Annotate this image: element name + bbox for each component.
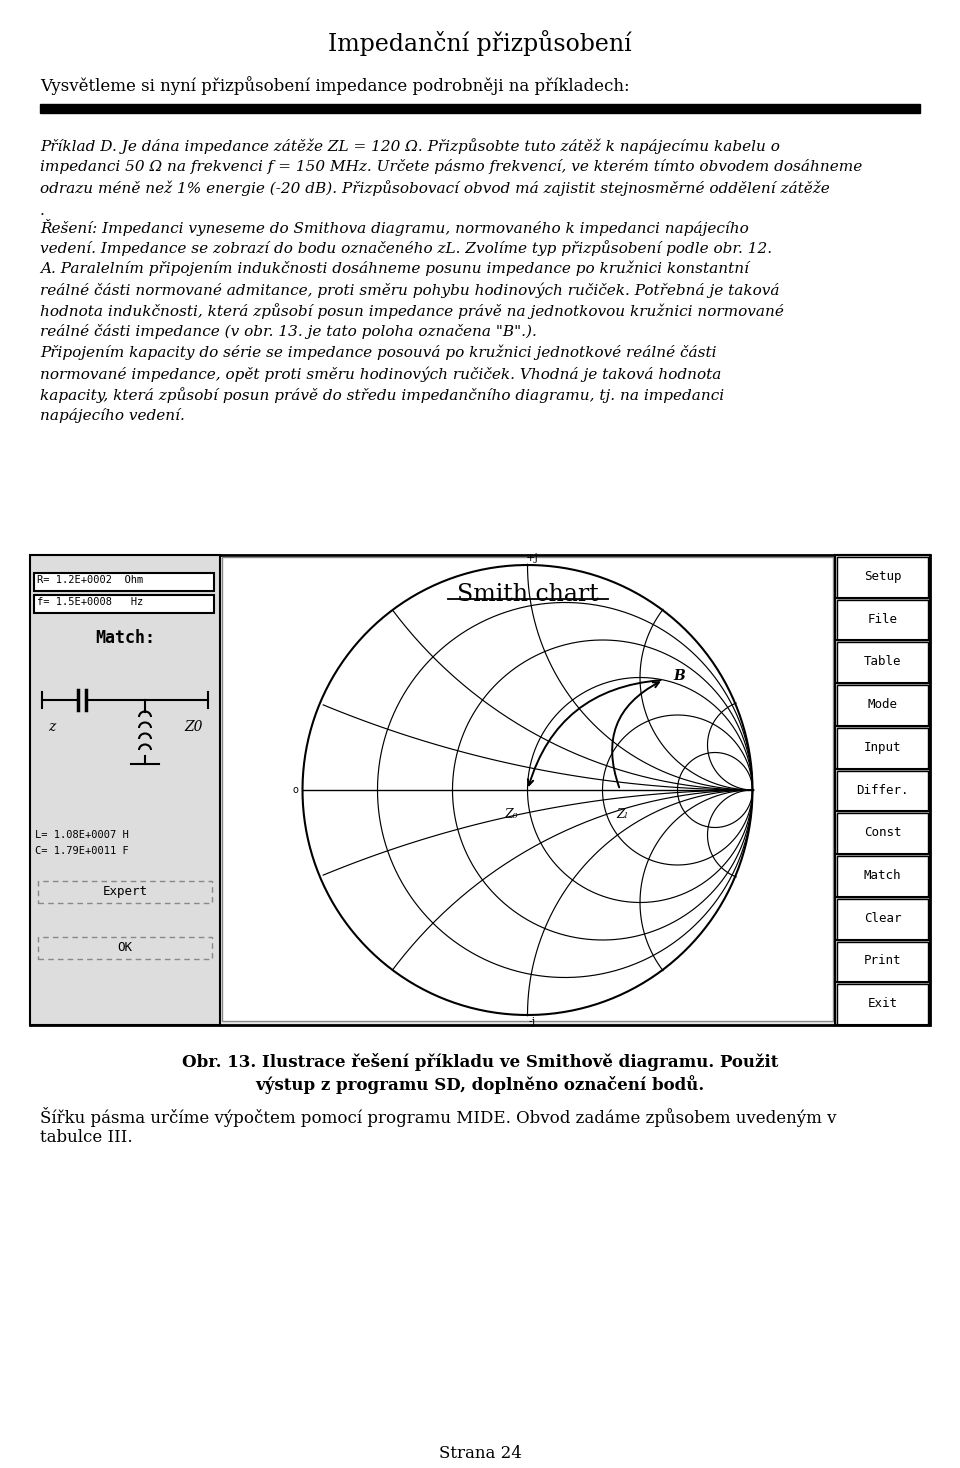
Text: normované impedance, opět proti směru hodinových ručiček. Vhodná je taková hodno: normované impedance, opět proti směru ho… xyxy=(40,366,721,382)
Bar xyxy=(837,771,928,812)
Bar xyxy=(837,898,928,940)
Text: Vysvětleme si nyní přizpůsobení impedance podrobněji na příkladech:: Vysvětleme si nyní přizpůsobení impedanc… xyxy=(40,76,630,95)
Text: Match: Match xyxy=(864,869,901,882)
Text: Exit: Exit xyxy=(868,997,898,1010)
Bar xyxy=(837,556,928,597)
Bar xyxy=(38,881,212,903)
Text: kapacity, která způsobí posun právě do středu impedančního diagramu, tj. na impe: kapacity, která způsobí posun právě do s… xyxy=(40,388,724,402)
Text: z: z xyxy=(48,719,56,734)
Text: Clear: Clear xyxy=(864,912,901,925)
Bar xyxy=(837,600,928,640)
Bar xyxy=(837,728,928,769)
Text: Z₀: Z₀ xyxy=(505,807,518,821)
Bar xyxy=(30,555,220,1025)
Text: OK: OK xyxy=(117,941,132,954)
Text: reálné části normované admitance, proti směru pohybu hodinových ručiček. Potřebn: reálné části normované admitance, proti … xyxy=(40,282,780,298)
Text: o: o xyxy=(293,785,299,796)
Text: B: B xyxy=(673,669,685,683)
Text: Setup: Setup xyxy=(864,570,901,583)
Text: Příklad D. Je dána impedance zátěže ZL = 120 Ω. Přizpůsobte tuto zátěž k napájec: Příklad D. Je dána impedance zátěže ZL =… xyxy=(40,138,780,154)
Text: Impedanční přizpůsobení: Impedanční přizpůsobení xyxy=(328,29,632,56)
Bar xyxy=(40,104,920,113)
Text: reálné části impedance (v obr. 13. je tato poloha označena "B".).: reálné části impedance (v obr. 13. je ta… xyxy=(40,324,537,339)
Text: Mode: Mode xyxy=(868,699,898,711)
Text: Šířku pásma určíme výpočtem pomocí programu MIDE. Obvod zadáme způsobem uvedeným: Šířku pásma určíme výpočtem pomocí progr… xyxy=(40,1107,836,1127)
Text: Const: Const xyxy=(864,826,901,840)
Text: .: . xyxy=(40,204,45,219)
Bar xyxy=(837,941,928,982)
Text: Strana 24: Strana 24 xyxy=(439,1445,521,1462)
Text: tabulce III.: tabulce III. xyxy=(40,1129,132,1147)
Text: Zₗ: Zₗ xyxy=(616,807,628,821)
Bar xyxy=(34,595,214,614)
Text: Print: Print xyxy=(864,954,901,967)
Text: Match:: Match: xyxy=(95,628,155,647)
Text: výstup z programu SD, doplněno označení bodů.: výstup z programu SD, doplněno označení … xyxy=(255,1075,705,1094)
Text: Input: Input xyxy=(864,741,901,753)
Text: A. Paralelním připojením indukčnosti dosáhneme posunu impedance po kružnici kons: A. Paralelním připojením indukčnosti dos… xyxy=(40,261,749,276)
Text: hodnota indukčnosti, která způsobí posun impedance právě na jednotkovou kružnici: hodnota indukčnosti, která způsobí posun… xyxy=(40,302,784,319)
Text: napájecího vedení.: napájecího vedení. xyxy=(40,408,185,423)
Text: R= 1.2E+0002  Ohm: R= 1.2E+0002 Ohm xyxy=(37,575,143,586)
Text: impedanci 50 Ω na frekvenci f = 150 MHz. Určete pásmo frekvencí, ve kterém tímto: impedanci 50 Ω na frekvenci f = 150 MHz.… xyxy=(40,159,862,175)
Text: f= 1.5E+0008   Hz: f= 1.5E+0008 Hz xyxy=(37,597,143,606)
Text: File: File xyxy=(868,612,898,625)
Text: +j: +j xyxy=(526,553,539,564)
Text: odrazu méně než 1% energie (-20 dB). Přizpůsobovací obvod má zajistit stejnosměr: odrazu méně než 1% energie (-20 dB). Při… xyxy=(40,181,829,195)
Text: C= 1.79E+0011 F: C= 1.79E+0011 F xyxy=(35,846,129,856)
Text: Table: Table xyxy=(864,655,901,668)
Text: vedení. Impedance se zobrazí do bodu označeného zL. Zvolíme typ přizpůsobení pod: vedení. Impedance se zobrazí do bodu ozn… xyxy=(40,239,772,255)
Text: -j: -j xyxy=(529,1017,536,1028)
Bar xyxy=(837,984,928,1025)
Text: Řešení: Impedanci vyneseme do Smithova diagramu, normovaného k impedanci napájec: Řešení: Impedanci vyneseme do Smithova d… xyxy=(40,219,749,236)
Bar xyxy=(34,573,214,592)
Bar xyxy=(837,856,928,897)
Bar xyxy=(222,556,833,1022)
Text: Differ.: Differ. xyxy=(856,784,909,797)
Text: Expert: Expert xyxy=(103,885,148,898)
Text: L= 1.08E+0007 H: L= 1.08E+0007 H xyxy=(35,829,129,840)
Text: Připojením kapacity do série se impedance posouvá po kružnici jednotkové reálné : Připojením kapacity do série se impedanc… xyxy=(40,345,716,361)
Text: Obr. 13. Ilustrace řešení příkladu ve Smithově diagramu. Použit: Obr. 13. Ilustrace řešení příkladu ve Sm… xyxy=(181,1053,779,1072)
Bar xyxy=(837,643,928,683)
Bar xyxy=(38,937,212,959)
Bar xyxy=(837,686,928,725)
Text: Z0: Z0 xyxy=(184,719,203,734)
Bar xyxy=(835,555,930,1025)
Bar xyxy=(30,555,930,1025)
Text: Smith chart: Smith chart xyxy=(457,583,598,606)
Bar xyxy=(837,813,928,854)
